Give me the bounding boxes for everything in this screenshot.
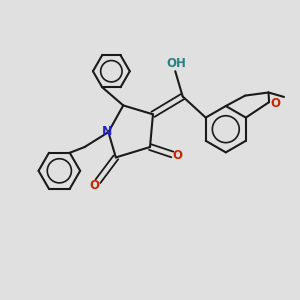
Text: O: O	[89, 179, 99, 192]
Text: O: O	[270, 97, 280, 110]
Text: N: N	[102, 125, 112, 138]
Text: OH: OH	[167, 57, 187, 70]
Text: O: O	[172, 149, 183, 162]
